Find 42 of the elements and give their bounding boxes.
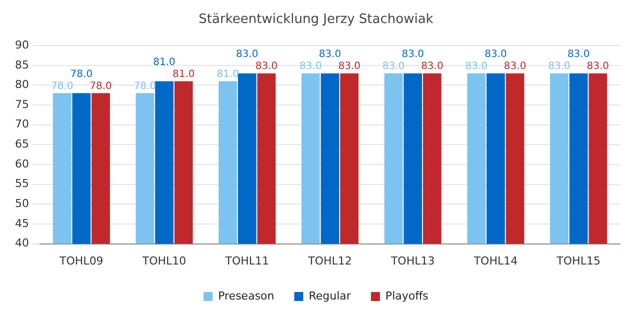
x-tick-label: TOHL09 — [58, 254, 104, 268]
x-tick-label: TOHL13 — [390, 254, 435, 268]
legend-label: Regular — [308, 289, 352, 302]
data-label: 83.0 — [567, 48, 590, 60]
data-label: 83.0 — [504, 60, 526, 72]
data-label: 78.0 — [50, 80, 74, 92]
data-label: 83.0 — [402, 48, 424, 60]
y-tick-label: 65 — [14, 138, 29, 151]
y-tick-label: 85 — [14, 58, 29, 72]
legend-label: Playoffs — [385, 289, 429, 302]
data-label: 83.0 — [548, 60, 570, 72]
y-tick-label: 50 — [14, 197, 29, 210]
data-label: 81.0 — [216, 68, 239, 80]
y-tick-label: 60 — [14, 157, 29, 170]
y-tick-label: 55 — [14, 177, 29, 190]
chart-title: Stärkeentwicklung Jerzy Stachowiak — [198, 12, 434, 28]
y-tick-label: 75 — [14, 98, 29, 111]
legend-label: Preseason — [218, 289, 274, 302]
y-tick-label: 45 — [14, 216, 29, 230]
data-label: 83.0 — [255, 60, 278, 72]
data-label: 83.0 — [236, 48, 258, 60]
data-label: 83.0 — [318, 48, 342, 60]
data-label: 83.0 — [300, 60, 322, 72]
data-label: 83.0 — [338, 60, 360, 72]
x-tick-label: TOHL10 — [141, 254, 186, 268]
data-label: 78.0 — [70, 68, 93, 80]
x-tick-label: TOHL11 — [224, 254, 270, 268]
data-label: 83.0 — [586, 60, 610, 72]
y-tick-label: 40 — [14, 236, 29, 250]
data-label: 81.0 — [172, 68, 195, 80]
data-label: 83.0 — [382, 60, 405, 72]
y-tick-label: 90 — [14, 38, 29, 52]
x-tick-label: TOHL15 — [556, 254, 600, 268]
data-label: 78.0 — [90, 80, 112, 92]
data-label: 83.0 — [421, 60, 444, 72]
data-label: 83.0 — [465, 60, 488, 72]
y-tick-label: 70 — [14, 118, 29, 131]
data-label: 81.0 — [153, 56, 176, 68]
y-tick-label: 80 — [14, 78, 29, 92]
x-tick-label: TOHL14 — [472, 254, 518, 268]
x-tick-label: TOHL12 — [307, 254, 352, 268]
data-label: 83.0 — [484, 48, 507, 60]
